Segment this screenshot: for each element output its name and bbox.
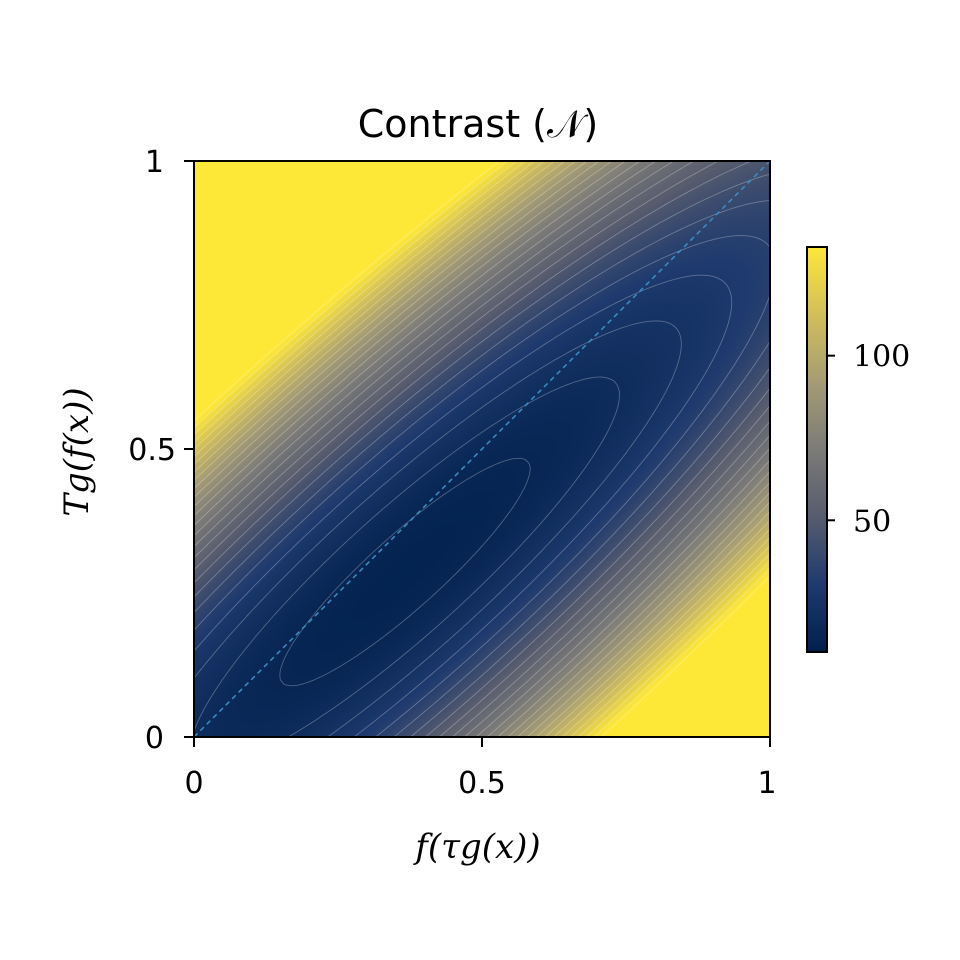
y-axis: 0 0.5 1 [128,145,194,756]
contour-line [194,161,770,737]
colorbar-ticks: 50 100 [827,340,910,539]
contour-line [194,161,770,737]
contour-line [194,161,770,737]
contour-line [194,161,770,737]
y-tick-label: 1 [145,145,164,180]
contour-line [194,161,770,737]
chart-title: Contrast (𝒩) [358,102,599,146]
colorbar-gradient [807,247,827,652]
contour-line [279,457,531,687]
y-tick-label: 0 [145,721,164,756]
x-tick-label: 0 [184,766,203,801]
contour-line [194,161,770,737]
contour-line [194,173,770,737]
heatmap-area [194,161,770,737]
y-axis-label: Tg(f(x)) [57,387,97,516]
contour-line [194,161,770,737]
contour-line [194,161,770,737]
x-axis: 0 0.5 1 [184,737,777,801]
contour-line [194,161,770,737]
contour-line [194,161,770,737]
contour-line [194,161,770,737]
x-tick-label: 1 [757,766,776,801]
x-tick-label: 0.5 [458,766,506,801]
contour-line [194,161,770,737]
y-tick-label: 0.5 [128,433,176,468]
colorbar: 50 100 [806,246,910,653]
colorbar-frame [806,246,828,653]
contour-line [194,161,770,737]
contour-line [194,274,733,737]
reference-diagonal-line [194,161,770,737]
colorbar-tick-label: 100 [853,340,910,375]
x-axis-label: f(τg(x)) [412,827,540,867]
colorbar-tick-label: 50 [853,504,891,539]
